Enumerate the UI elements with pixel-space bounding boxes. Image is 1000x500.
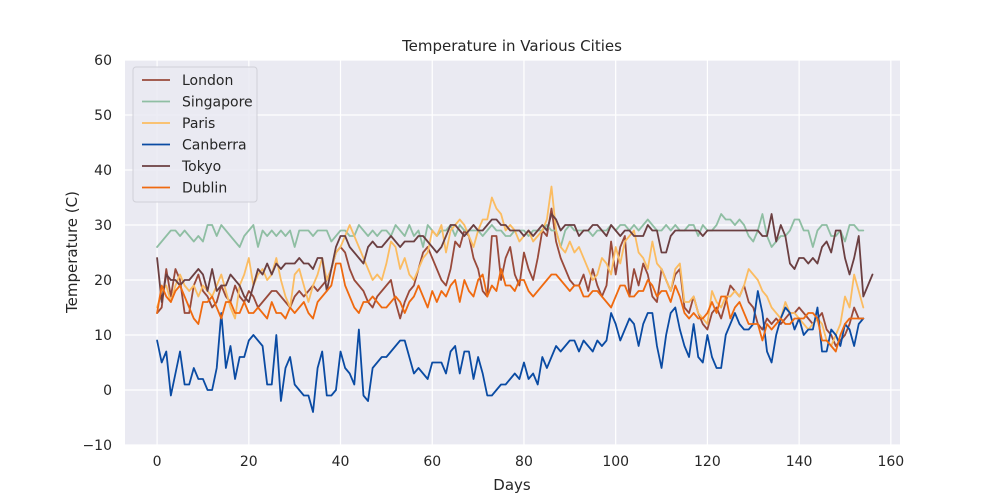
y-tick-label: 50 — [94, 108, 112, 124]
legend-label-tokyo: Tokyo — [181, 159, 221, 175]
x-tick-label: 100 — [602, 454, 629, 470]
x-tick-label: 160 — [877, 454, 904, 470]
y-tick-label: 40 — [94, 163, 112, 179]
y-tick-label: −10 — [82, 438, 112, 454]
legend-label-paris: Paris — [182, 116, 215, 132]
series-line-paris — [156, 185, 865, 347]
chart-title: Temperature in Various Cities — [401, 37, 622, 55]
x-tick-label: 80 — [515, 454, 533, 470]
x-axis-label: Days — [493, 476, 531, 494]
x-tick-label: 0 — [153, 454, 162, 470]
series-line-dublin — [156, 262, 865, 353]
legend-label-dublin: Dublin — [182, 181, 227, 197]
y-tick-label: 20 — [94, 273, 112, 289]
legend-label-singapore: Singapore — [182, 95, 253, 111]
y-tick-label: 0 — [103, 383, 112, 399]
legend-label-canberra: Canberra — [182, 138, 247, 154]
series-line-canberra — [156, 290, 865, 413]
y-tick-label: 10 — [94, 328, 112, 344]
legend-label-london: London — [182, 73, 233, 89]
grid-lines — [125, 59, 900, 446]
y-tick-label: 60 — [94, 53, 112, 69]
x-tick-label: 20 — [240, 454, 258, 470]
x-tick-label: 60 — [423, 454, 441, 470]
x-axis-ticks: 0 20 40 60 80 100 120 140 160 — [153, 454, 905, 470]
x-tick-label: 120 — [694, 454, 721, 470]
series-layer — [156, 185, 874, 413]
series-line-london — [156, 207, 865, 347]
y-axis-label: Temperature (C) — [63, 191, 81, 314]
y-tick-label: 30 — [94, 218, 112, 234]
series-line-tokyo — [156, 213, 874, 303]
x-tick-label: 140 — [786, 454, 813, 470]
y-axis-ticks: −10 0 10 20 30 40 50 60 — [82, 53, 112, 454]
legend: London Singapore Paris Canberra Tokyo Dublin — [132, 66, 258, 203]
x-tick-label: 40 — [332, 454, 350, 470]
series-line-singapore — [156, 213, 865, 248]
